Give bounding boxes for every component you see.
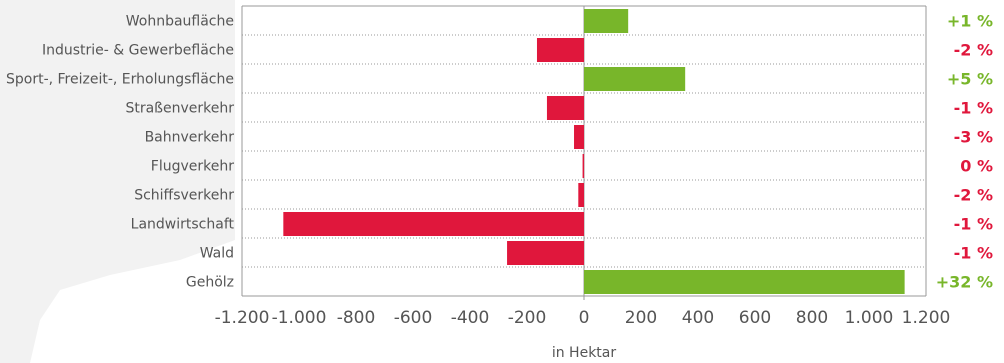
x-tick-label: 0 — [579, 308, 590, 328]
x-tick-label: -1.000 — [272, 308, 327, 328]
bar — [584, 9, 629, 33]
category-labels: Wohnbaufläche Industrie- & Gewerbefläche S… — [6, 14, 235, 291]
percent-label: +1 % — [947, 12, 993, 31]
percent-label: -3 % — [954, 128, 993, 147]
x-tick-label: 1.200 — [902, 308, 951, 328]
x-tick-label: -200 — [508, 308, 547, 328]
category-label: Straßenverkehr — [125, 101, 234, 117]
category-label: Landwirtschaft — [131, 217, 235, 233]
x-tick-label: 400 — [682, 308, 714, 328]
bar — [584, 67, 686, 91]
bar — [582, 154, 585, 178]
category-label: Industrie- & Gewerbefläche — [42, 43, 234, 59]
percent-label: -2 % — [954, 41, 993, 60]
category-label: Flugverkehr — [151, 159, 234, 175]
x-tick-label: -400 — [451, 308, 490, 328]
x-axis: -1.200 -1.000 -800 -600 -400 -200 0 200 400 600 80… — [215, 308, 951, 328]
category-label: Wohnbaufläche — [126, 14, 234, 30]
bar — [283, 212, 584, 236]
percent-label: -1 % — [954, 244, 993, 263]
x-tick-label: -1.200 — [215, 308, 270, 328]
category-label: Schiffsverkehr — [134, 188, 234, 204]
bars — [283, 9, 905, 294]
x-tick-label: 800 — [796, 308, 828, 328]
percent-label: +5 % — [947, 70, 993, 89]
bar — [584, 270, 905, 294]
bar — [507, 241, 584, 265]
bar — [574, 125, 584, 149]
bar — [546, 96, 584, 120]
bar — [578, 183, 584, 207]
category-label: Wald — [200, 246, 234, 262]
percent-labels: +1 % -2 % +5 % -1 % -3 % 0 % -2 % -1 % -1 % +32 % — [936, 12, 993, 292]
category-label: Gehölz — [186, 275, 234, 291]
grid — [241, 5, 927, 300]
bar — [536, 38, 584, 62]
percent-label: 0 % — [960, 157, 993, 176]
category-label: Sport-, Freizeit-, Erholungsfläche — [6, 72, 234, 88]
x-tick-label: -800 — [337, 308, 376, 328]
x-axis-title: in Hektar — [552, 345, 617, 361]
x-tick-label: 200 — [625, 308, 657, 328]
x-tick-label: -600 — [394, 308, 433, 328]
percent-label: -1 % — [954, 99, 993, 118]
percent-label: +32 % — [936, 273, 993, 292]
category-label: Bahnverkehr — [145, 130, 235, 146]
x-tick-label: 600 — [739, 308, 771, 328]
percent-label: -2 % — [954, 186, 993, 205]
x-tick-label: 1.000 — [845, 308, 894, 328]
percent-label: -1 % — [954, 215, 993, 234]
